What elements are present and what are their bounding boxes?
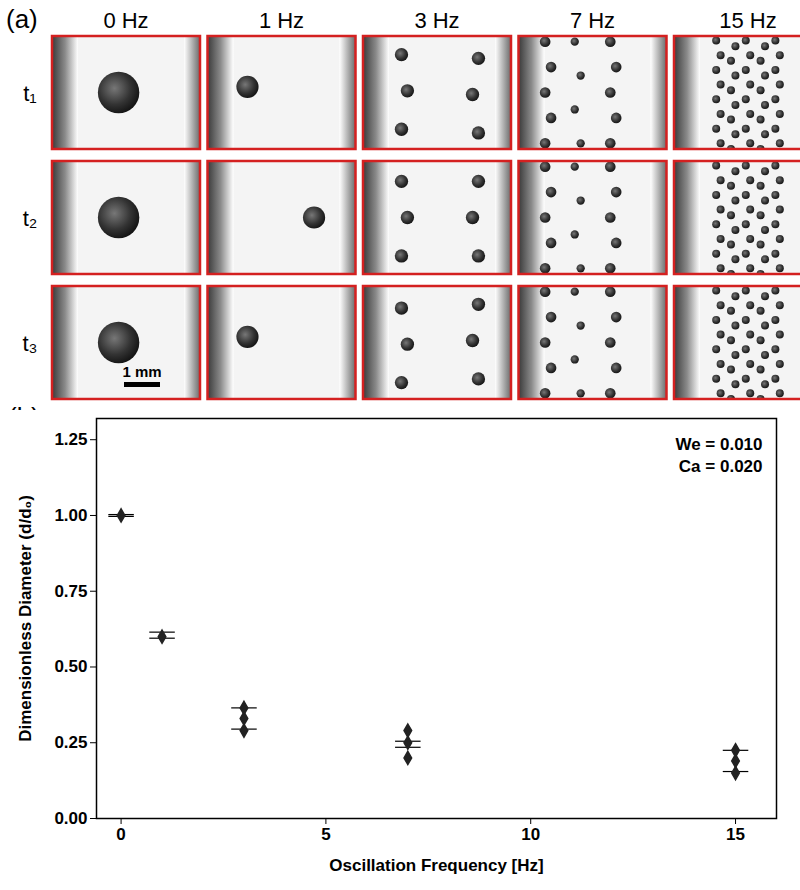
svg-text:10: 10 — [521, 825, 540, 844]
svg-text:1.00: 1.00 — [54, 506, 87, 525]
svg-text:(a): (a) — [6, 4, 38, 34]
svg-text:0.25: 0.25 — [54, 733, 87, 752]
svg-text:t₁: t₁ — [23, 81, 37, 106]
svg-text:Oscillation Frequency [Hz]: Oscillation Frequency [Hz] — [329, 856, 543, 875]
svg-text:15 Hz: 15 Hz — [719, 8, 776, 33]
svg-text:t₂: t₂ — [23, 206, 38, 231]
svg-text:1.25: 1.25 — [54, 430, 87, 449]
svg-text:0 Hz: 0 Hz — [103, 8, 148, 33]
svg-text:5: 5 — [321, 825, 330, 844]
svg-text:0: 0 — [116, 825, 125, 844]
svg-text:We = 0.010Ca = 0.020: We = 0.010Ca = 0.020 — [675, 435, 762, 476]
html-text:(b): (b) — [8, 402, 40, 432]
svg-text:15: 15 — [726, 825, 745, 844]
svg-text:0.75: 0.75 — [54, 582, 87, 601]
svg-text:7 Hz: 7 Hz — [570, 8, 615, 33]
svg-text:3 Hz: 3 Hz — [414, 8, 459, 33]
svg-text:t₃: t₃ — [22, 331, 37, 356]
svg-text:1 Hz: 1 Hz — [259, 8, 304, 33]
svg-text:0.00: 0.00 — [54, 809, 87, 828]
svg-text:Dimensionless Diameter (d/d₀): Dimensionless Diameter (d/d₀) — [16, 495, 35, 742]
svg-text:1 mm: 1 mm — [122, 363, 161, 380]
svg-text:0.50: 0.50 — [54, 657, 87, 676]
